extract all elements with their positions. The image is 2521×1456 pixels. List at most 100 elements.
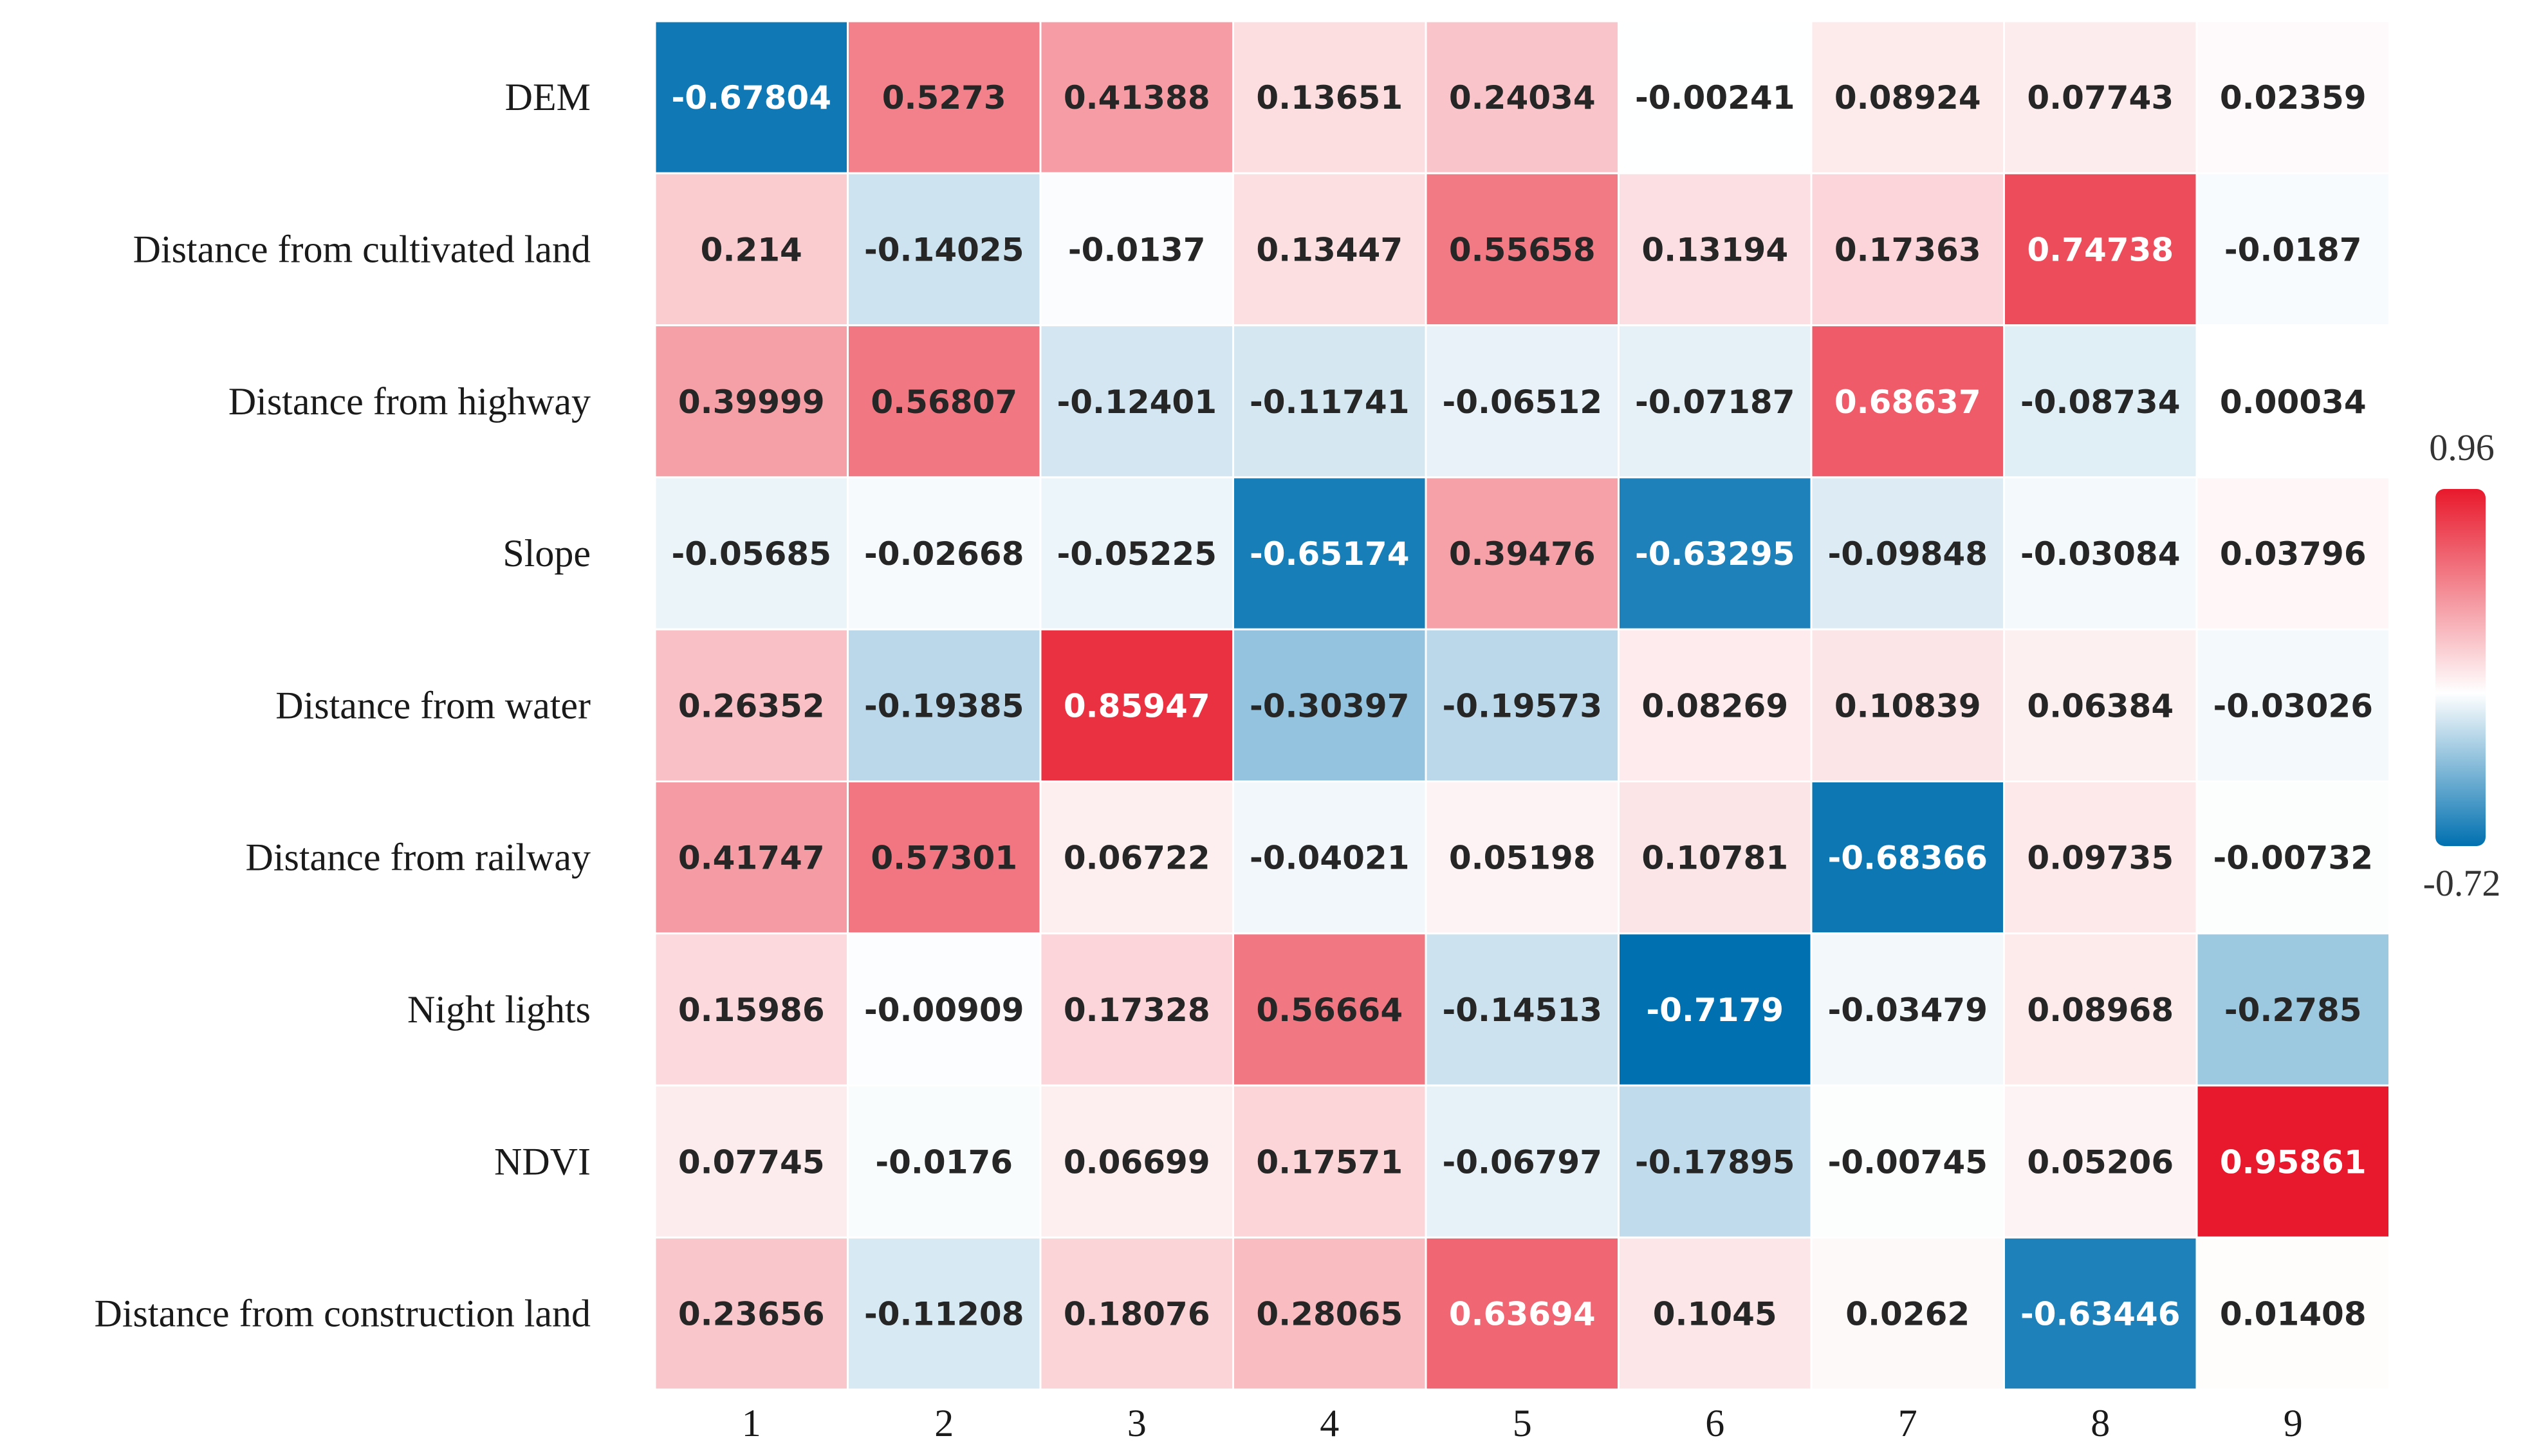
cell-value-label: 0.63694 xyxy=(1449,1296,1596,1333)
cell-value-label: 0.95861 xyxy=(2220,1143,2367,1181)
heatmap-cell xyxy=(2003,20,2198,174)
heatmap-cell xyxy=(847,932,1042,1087)
heatmap-cell xyxy=(1425,172,1620,327)
cell-value-label: -0.03479 xyxy=(1828,991,1988,1029)
cell-value-label: -0.30397 xyxy=(1250,687,1410,724)
heatmap-cell xyxy=(1232,20,1427,174)
heatmap-cell xyxy=(1810,1236,2005,1391)
cell-value-label: 0.17363 xyxy=(1834,231,1981,268)
cell-value-label: 0.18076 xyxy=(1064,1296,1210,1333)
column-label: 1 xyxy=(742,1402,761,1444)
cell-value-label: 0.05206 xyxy=(2027,1143,2174,1181)
heatmap-cell xyxy=(1232,780,1427,935)
row-label: DEM xyxy=(505,76,591,118)
column-label: 6 xyxy=(1705,1402,1724,1444)
heatmap-cell xyxy=(1810,172,2005,327)
heatmap-cell xyxy=(2195,324,2390,479)
row-label: Distance from railway xyxy=(246,836,591,879)
cell-value-label: -0.14025 xyxy=(864,231,1024,268)
cell-value-label: -0.08734 xyxy=(2020,383,2181,421)
cell-value-label: 0.13194 xyxy=(1641,231,1788,268)
cell-value-label: -0.05225 xyxy=(1057,535,1217,573)
row-labels: DEM Distance from cultivated land Distance… xyxy=(95,76,591,1334)
cell-value-label: 0.09735 xyxy=(2027,840,2174,877)
heatmap-cell xyxy=(1618,628,1813,783)
cell-value-label: -0.00241 xyxy=(1635,79,1795,116)
cell-value-label: 0.74738 xyxy=(2027,231,2174,268)
cell-value-label: -0.19385 xyxy=(864,687,1024,724)
cell-value-label: 0.214 xyxy=(701,231,802,268)
cell-value-label: 0.07743 xyxy=(2027,79,2174,116)
cell-value-label: 0.17571 xyxy=(1256,1143,1403,1181)
cell-value-label: 0.08269 xyxy=(1641,687,1788,724)
cell-value-label: 0.10781 xyxy=(1641,840,1788,877)
colorbar: 0.96 -0.72 xyxy=(2423,427,2501,904)
cell-value-label: 0.06699 xyxy=(1064,1143,1210,1181)
heatmap-cell xyxy=(1425,780,1620,935)
heatmap-cell xyxy=(654,780,849,935)
heatmap-cell xyxy=(1039,932,1234,1087)
heatmap-cell xyxy=(1425,20,1620,174)
heatmap-cell xyxy=(1425,324,1620,479)
heatmap-cell xyxy=(1618,1084,1813,1239)
heatmap-cell xyxy=(847,476,1042,631)
row-label: NDVI xyxy=(494,1140,591,1183)
heatmap-cell xyxy=(1810,628,2005,783)
heatmap-cell xyxy=(654,20,849,174)
colorbar-min-label: -0.72 xyxy=(2423,862,2501,904)
cell-value-label: 0.13447 xyxy=(1256,231,1403,268)
cell-value-label: -0.07187 xyxy=(1635,383,1795,421)
heatmap-cell xyxy=(654,932,849,1087)
heatmap-cell xyxy=(2003,172,2198,327)
column-labels: 1 2 3 4 5 6 7 8 9 xyxy=(742,1402,2303,1444)
cell-value-label: -0.67804 xyxy=(672,79,832,116)
row-label: Slope xyxy=(503,532,591,575)
cell-value-label: 0.39476 xyxy=(1449,535,1596,573)
cell-value-label: -0.2785 xyxy=(2224,991,2362,1029)
cell-value-label: -0.00732 xyxy=(2213,840,2374,877)
heatmap-cell xyxy=(1425,1236,1620,1391)
heatmap-cell xyxy=(654,476,849,631)
cell-value-label: -0.06797 xyxy=(1443,1143,1603,1181)
cell-value-label: -0.00745 xyxy=(1828,1143,1988,1181)
cell-value-label: 0.55658 xyxy=(1449,231,1596,268)
heatmap-cell xyxy=(654,628,849,783)
heatmap-cell xyxy=(1618,172,1813,327)
cell-value-label: 0.00034 xyxy=(2220,383,2367,421)
cell-value-label: -0.14513 xyxy=(1443,991,1603,1029)
cell-value-label: -0.63295 xyxy=(1635,535,1795,573)
heatmap-cell xyxy=(654,1084,849,1239)
cell-value-label: -0.68366 xyxy=(1828,840,1988,877)
column-label: 8 xyxy=(2091,1402,2110,1444)
heatmap-cell xyxy=(1810,324,2005,479)
cell-value-label: 0.10839 xyxy=(1834,687,1981,724)
cell-value-label: 0.39999 xyxy=(678,383,825,421)
cell-value-label: -0.02668 xyxy=(864,535,1024,573)
heatmap-cell xyxy=(2195,780,2390,935)
cell-value-label: -0.12401 xyxy=(1057,383,1217,421)
cell-value-label: 0.68637 xyxy=(1834,383,1981,421)
cell-value-label: -0.09848 xyxy=(1828,535,1988,573)
cell-value-label: 0.07745 xyxy=(678,1143,825,1181)
heatmap-cell xyxy=(1425,932,1620,1087)
cell-value-label: 0.57301 xyxy=(871,840,1017,877)
heatmap-cell xyxy=(1232,628,1427,783)
cell-value-label: -0.05685 xyxy=(672,535,832,573)
cell-value-label: -0.7179 xyxy=(1646,991,1784,1029)
cell-value-label: -0.03026 xyxy=(2213,687,2374,724)
heatmap-cell xyxy=(1039,324,1234,479)
heatmap-cell xyxy=(847,780,1042,935)
cell-value-label: 0.23656 xyxy=(678,1296,825,1333)
heatmap-cell xyxy=(654,1236,849,1391)
column-label: 4 xyxy=(1320,1402,1339,1444)
heatmap-cell xyxy=(1810,1084,2005,1239)
heatmap-cell xyxy=(1232,172,1427,327)
row-label: Distance from cultivated land xyxy=(133,228,591,270)
cell-value-label: -0.00909 xyxy=(864,991,1024,1029)
heatmap-cell xyxy=(1810,932,2005,1087)
cell-value-label: 0.05198 xyxy=(1449,840,1596,877)
heatmap-cell xyxy=(847,1236,1042,1391)
cell-value-label: 0.56664 xyxy=(1256,991,1403,1029)
column-label: 5 xyxy=(1513,1402,1532,1444)
